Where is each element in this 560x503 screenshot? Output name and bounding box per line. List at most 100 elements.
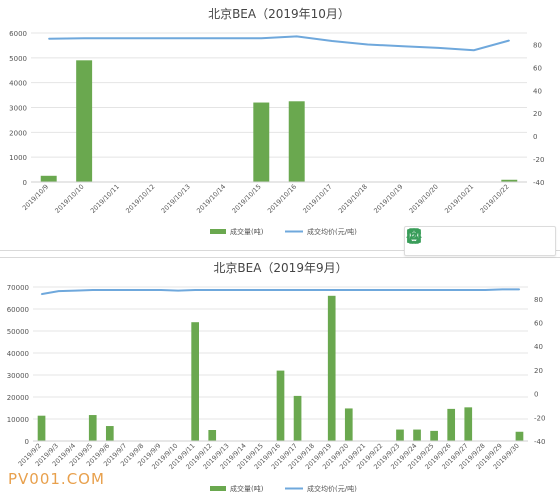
price-point-2019/10/10 bbox=[83, 37, 85, 39]
bar-2019/9/16 bbox=[276, 370, 285, 441]
price-point-2019/10/20 bbox=[437, 47, 440, 49]
x-tick-label: 2019/10/9 bbox=[21, 183, 50, 212]
legend-label-price: 成交均价(元/吨) bbox=[307, 484, 357, 493]
y2-tick-label: 0 bbox=[534, 391, 538, 399]
price-point-2019/10/16 bbox=[296, 35, 298, 38]
legend-label-volume: 成交量(吨) bbox=[230, 227, 264, 236]
bar-2019/9/30 bbox=[515, 431, 524, 441]
price-point-2019/9/12 bbox=[211, 289, 213, 291]
x-tick-label: 2019/10/20 bbox=[408, 183, 440, 215]
price-point-2019/10/12 bbox=[154, 37, 156, 39]
price-point-2019/9/7 bbox=[126, 289, 128, 291]
price-point-2019/9/6 bbox=[109, 289, 111, 291]
y-tick-label: 0 bbox=[25, 438, 29, 446]
price-point-2019/9/17 bbox=[296, 289, 299, 291]
bar-2019/9/2 bbox=[37, 415, 46, 441]
fullscreen-button[interactable] bbox=[407, 229, 461, 252]
y2-tick-label: -40 bbox=[534, 438, 545, 446]
price-point-2019/9/4 bbox=[75, 289, 77, 292]
price-point-2019/9/13 bbox=[228, 289, 230, 291]
settings-button[interactable] bbox=[406, 227, 551, 252]
bar-2019/9/24 bbox=[413, 429, 421, 441]
price-point-2019/10/22 bbox=[508, 39, 510, 42]
price-point-2019/9/16 bbox=[279, 289, 282, 291]
price-line-series bbox=[48, 35, 510, 52]
y2-tick-label: -20 bbox=[533, 156, 544, 164]
price-point-2019/9/24 bbox=[416, 289, 418, 291]
price-point-2019/10/14 bbox=[225, 37, 227, 39]
x-tick-label: 2019/10/10 bbox=[53, 183, 85, 215]
price-point-2019/9/11 bbox=[194, 289, 196, 291]
bar-2019/9/17 bbox=[293, 395, 302, 441]
price-point-2019/10/19 bbox=[402, 45, 404, 47]
chart-panel-september: 北京BEA（2019年9月） 0 10000 20000 30000 40000 50000… bbox=[0, 257, 560, 503]
legend-swatch-volume bbox=[210, 486, 226, 491]
bar-2019/9/23 bbox=[396, 429, 404, 441]
bar-2019/10/16 bbox=[288, 101, 305, 182]
bar-2019/10/22 bbox=[501, 179, 518, 182]
y-tick-label: 40000 bbox=[7, 350, 29, 358]
y-tick-label: 2000 bbox=[9, 129, 27, 137]
bar-2019/9/27 bbox=[464, 407, 473, 441]
price-point-2019/10/18 bbox=[366, 43, 369, 46]
y2-tick-label: 0 bbox=[533, 133, 537, 141]
y-tick-label: 1000 bbox=[9, 154, 27, 162]
legend-label-volume: 成交量(吨) bbox=[230, 484, 264, 493]
price-point-2019/9/14 bbox=[245, 289, 247, 291]
y-tick-label: 6000 bbox=[9, 30, 27, 38]
price-point-2019/9/20 bbox=[348, 289, 350, 291]
y-tick-label: 10000 bbox=[7, 416, 29, 424]
settings-icon bbox=[406, 227, 422, 244]
price-point-2019/9/29 bbox=[501, 288, 503, 290]
price-point-2019/9/3 bbox=[58, 290, 60, 292]
bar-2019/10/9 bbox=[40, 175, 57, 182]
share-button[interactable] bbox=[407, 229, 521, 252]
x-tick-label: 2019/10/17 bbox=[301, 183, 333, 215]
price-point-2019/9/25 bbox=[433, 289, 435, 291]
price-point-2019/9/10 bbox=[177, 289, 179, 292]
y2-tick-label: 80 bbox=[533, 41, 542, 49]
legend-swatch-volume bbox=[210, 229, 226, 234]
x-tick-label: 2019/10/22 bbox=[479, 183, 511, 215]
price-point-2019/10/11 bbox=[118, 37, 121, 39]
y2-tick-label: -20 bbox=[534, 414, 545, 422]
chart-october: 北京BEA（2019年10月） 0 1000 2000 3000 4000 5000 6000… bbox=[9, 7, 544, 236]
watermark-text: PV001.COM bbox=[8, 470, 105, 488]
save-button[interactable] bbox=[407, 229, 491, 252]
bar-2019/9/11 bbox=[191, 322, 199, 441]
x-tick-label: 2019/10/14 bbox=[195, 183, 227, 215]
bar-2019/9/19 bbox=[327, 295, 336, 441]
chart-title: 北京BEA（2019年9月） bbox=[213, 261, 347, 275]
y2-tick-label: 60 bbox=[533, 64, 542, 72]
price-point-2019/9/27 bbox=[467, 289, 469, 291]
x-tick-label: 2019/10/16 bbox=[266, 183, 298, 215]
chart-title: 北京BEA（2019年10月） bbox=[208, 7, 350, 21]
price-point-2019/9/22 bbox=[382, 289, 384, 291]
legend-label-price: 成交均价(元/吨) bbox=[307, 227, 357, 236]
y2-tick-label: -40 bbox=[533, 179, 544, 187]
x-tick-label: 2019/10/18 bbox=[337, 183, 369, 215]
price-point-2019/10/13 bbox=[189, 37, 192, 39]
price-point-2019/9/15 bbox=[262, 289, 265, 291]
price-point-2019/10/15 bbox=[260, 37, 262, 39]
price-point-2019/9/26 bbox=[450, 289, 452, 291]
price-point-2019/10/9 bbox=[48, 38, 50, 40]
y-tick-label: 5000 bbox=[9, 55, 27, 63]
y2-tick-label: 40 bbox=[534, 343, 543, 351]
price-point-2019/9/30 bbox=[518, 288, 521, 290]
price-point-2019/9/5 bbox=[92, 289, 94, 291]
y-tick-label: 30000 bbox=[7, 372, 29, 380]
price-point-2019/10/17 bbox=[331, 40, 333, 42]
x-tick-label: 2019/10/15 bbox=[231, 183, 263, 215]
bar-2019/9/12 bbox=[208, 430, 217, 441]
chart-toolbar bbox=[404, 226, 556, 256]
bar-2019/10/10 bbox=[76, 60, 93, 182]
y-tick-label: 0 bbox=[23, 179, 27, 187]
bar-2019/9/6 bbox=[105, 426, 114, 441]
y-tick-label: 20000 bbox=[7, 394, 29, 402]
price-point-2019/9/2 bbox=[40, 293, 43, 295]
price-point-2019/9/9 bbox=[160, 289, 162, 291]
x-tick-label: 2019/10/13 bbox=[160, 183, 192, 215]
bar-2019/9/20 bbox=[344, 408, 353, 441]
x-tick-label: 2019/10/12 bbox=[124, 183, 156, 215]
